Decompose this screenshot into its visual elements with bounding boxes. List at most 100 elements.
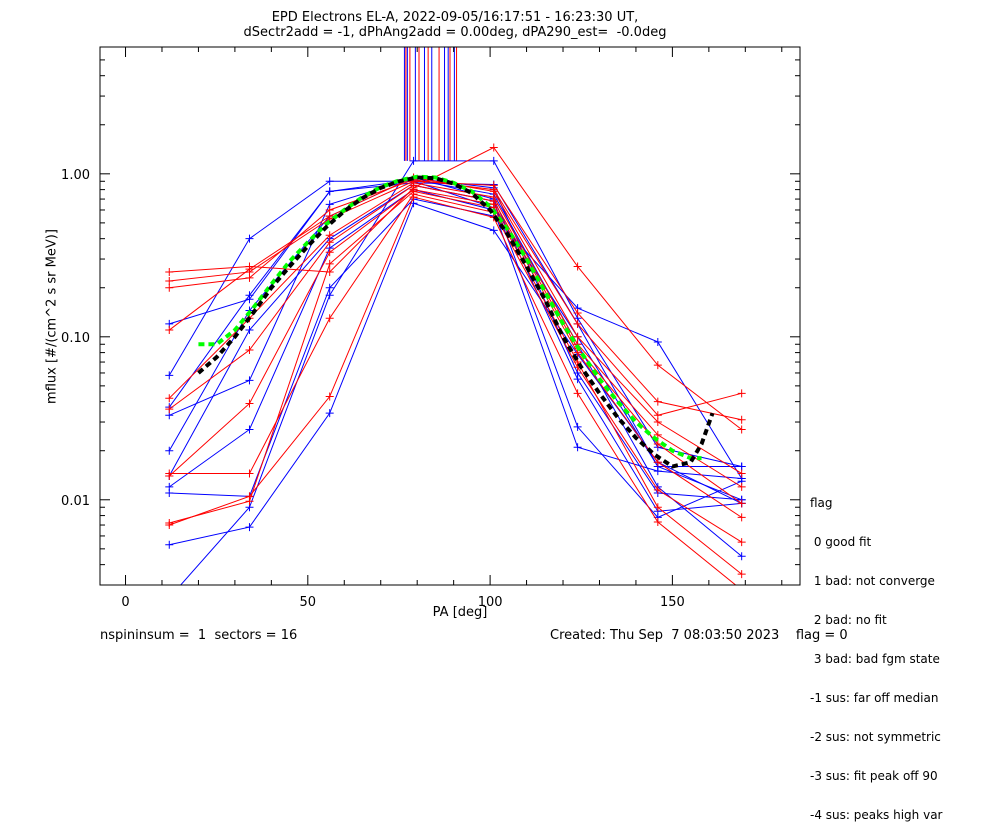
data-point-marker (653, 411, 662, 420)
data-point-marker (325, 212, 334, 221)
chart-plot: 0 50 100 150 0.01 0.10 1.00 (61, 46, 801, 610)
footer-settings-text: nspininsum = 1 sectors = 16 (100, 628, 298, 643)
flag-legend-item: -4 sus: peaks high var (810, 808, 943, 822)
data-point-marker (325, 231, 334, 240)
series-line-blue (168, 180, 742, 501)
data-point-marker (165, 446, 174, 455)
data-point-marker (653, 430, 662, 439)
series-line-blue (168, 176, 742, 512)
data-point-marker (489, 143, 498, 152)
data-point-marker (245, 234, 254, 243)
data-point-marker (165, 405, 174, 414)
data-point-marker (489, 226, 498, 235)
series-line-red (168, 176, 742, 474)
data-point-marker (737, 425, 746, 434)
data-point-marker (573, 332, 582, 341)
data-point-marker (737, 469, 746, 478)
data-point-marker (245, 326, 254, 335)
flag-legend-item: 3 bad: bad fgm state (810, 652, 940, 666)
data-point-marker (165, 267, 174, 276)
series-line-red (168, 184, 742, 504)
flag-legend-item: 2 bad: no fit (810, 613, 887, 627)
data-point-marker (325, 283, 334, 292)
data-point-marker (245, 469, 254, 478)
data-point-marker (573, 422, 582, 431)
data-point-marker (165, 371, 174, 380)
data-point-marker (165, 489, 174, 498)
series-line-red (169, 179, 742, 416)
plot-frame (99, 46, 801, 586)
y-tick-label: 0.01 (61, 494, 90, 509)
data-point-marker (325, 248, 334, 257)
series-line-blue (169, 182, 742, 468)
data-point-marker (737, 389, 746, 398)
flag-legend-item: -3 sus: fit peak off 90 (810, 769, 938, 783)
data-point-marker (245, 273, 254, 282)
data-point-marker (653, 467, 662, 476)
series-line-blue (168, 179, 742, 557)
data-point-marker (653, 397, 662, 406)
data-point-marker (325, 177, 334, 186)
data-point-marker (245, 345, 254, 354)
data-series-layer (165, 47, 746, 585)
flag-legend-item: 1 bad: not converge (810, 574, 935, 588)
data-point-marker (325, 238, 334, 247)
data-point-marker (325, 291, 334, 300)
data-point-marker (573, 308, 582, 317)
series-line-blue (180, 160, 742, 585)
data-point-marker (737, 499, 746, 508)
data-point-marker (165, 326, 174, 335)
data-point-marker (653, 361, 662, 370)
flag-legend-item: -1 sus: far off median (810, 691, 939, 705)
series-line-red (168, 182, 742, 488)
data-point-marker (653, 418, 662, 427)
data-point-marker (737, 415, 746, 424)
data-point-marker (165, 394, 174, 403)
footer-created-text: Created: Thu Sep 7 08:03:50 2023 flag = … (550, 628, 848, 643)
series-line-red (169, 190, 742, 575)
x-tick-label: 50 (300, 595, 317, 610)
series-line-blue (169, 198, 743, 497)
data-point-marker (409, 156, 418, 165)
data-point-marker (165, 540, 174, 549)
data-point-marker (165, 283, 174, 292)
data-point-marker (737, 538, 746, 547)
data-point-marker (165, 469, 174, 478)
data-point-marker (573, 262, 582, 271)
flag-legend-title: flag (810, 496, 833, 510)
data-point-marker (245, 376, 254, 385)
data-point-marker (653, 458, 662, 467)
axes-layer: 0 50 100 150 0.01 0.10 1.00 (61, 46, 801, 610)
data-point-marker (245, 425, 254, 434)
y-tick-label: 1.00 (61, 168, 90, 183)
data-point-marker (489, 156, 498, 165)
series-line-red (169, 196, 737, 585)
data-point-marker (245, 291, 254, 300)
data-point-marker (737, 462, 746, 471)
data-point-marker (409, 187, 418, 196)
data-point-marker (737, 482, 746, 491)
series-group (165, 47, 746, 585)
data-point-marker (245, 265, 254, 274)
data-point-marker (737, 570, 746, 579)
data-point-marker (573, 375, 582, 384)
chart-title-line1: EPD Electrons EL-A, 2022-09-05/16:17:51 … (271, 10, 639, 25)
series-line-red (169, 146, 742, 430)
series-line-blue (169, 177, 742, 501)
x-tick-label: 100 (478, 595, 503, 610)
data-point-marker (325, 392, 334, 401)
data-point-marker (573, 389, 582, 398)
data-point-marker (573, 319, 582, 328)
data-point-marker (325, 314, 334, 323)
data-point-marker (325, 187, 334, 196)
data-point-marker (245, 523, 254, 532)
data-point-marker (165, 276, 174, 285)
data-point-marker (573, 443, 582, 452)
data-point-marker (653, 518, 662, 527)
data-point-marker (737, 552, 746, 561)
y-axis-label: mflux [#/(cm^2 s sr MeV)] (44, 229, 60, 404)
data-point-marker (245, 497, 254, 506)
series-line-red (168, 189, 742, 518)
x-axis-label: PA [deg] (432, 605, 488, 620)
data-point-marker (245, 399, 254, 408)
